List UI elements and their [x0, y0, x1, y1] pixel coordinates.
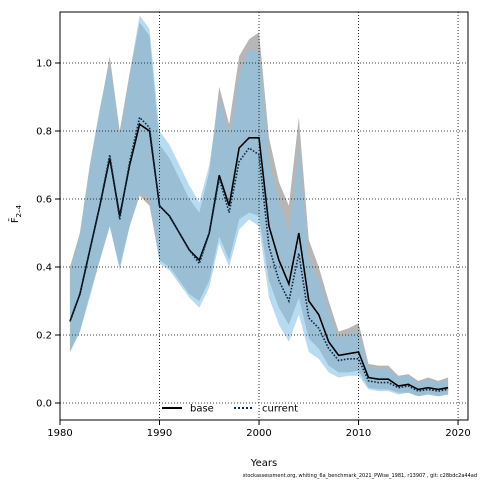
y-tick-label: 0.8	[36, 127, 52, 138]
legend-label-base: base	[190, 404, 214, 415]
legend-label-current: current	[262, 404, 298, 415]
y-axis-label: F̄2–4	[8, 204, 23, 223]
x-tick-label: 2020	[445, 428, 470, 439]
x-tick-label: 2000	[246, 428, 271, 439]
footnote: stockassessment.org, whiting_6a_benchmar…	[242, 473, 477, 479]
series-line-current	[69, 115, 449, 392]
x-tick-label: 1990	[147, 428, 172, 439]
legend: base current	[162, 404, 298, 415]
confidence-band-current	[69, 15, 449, 397]
y-axis: 0.0 0.2 0.4 0.6 0.8 1.0	[36, 59, 60, 410]
plot-frame	[59, 11, 469, 421]
y-axis-label-main: F̄	[8, 217, 21, 223]
series-lines	[69, 115, 449, 392]
y-tick-label: 0.6	[36, 195, 52, 206]
y-tick-label: 0.2	[36, 331, 52, 342]
y-tick-label: 1.0	[36, 59, 52, 70]
x-axis-label: Years	[250, 458, 277, 469]
x-axis: 1980 1990 2000 2010 2020	[47, 420, 471, 439]
confidence-bands	[69, 15, 449, 397]
y-tick-label: 0.4	[36, 263, 52, 274]
x-tick-label: 2010	[346, 428, 371, 439]
y-axis-label-subscript: 2–4	[15, 204, 23, 217]
series-line-base	[69, 122, 449, 391]
y-tick-label: 0.0	[36, 399, 52, 410]
x-tick-label: 1980	[47, 428, 72, 439]
